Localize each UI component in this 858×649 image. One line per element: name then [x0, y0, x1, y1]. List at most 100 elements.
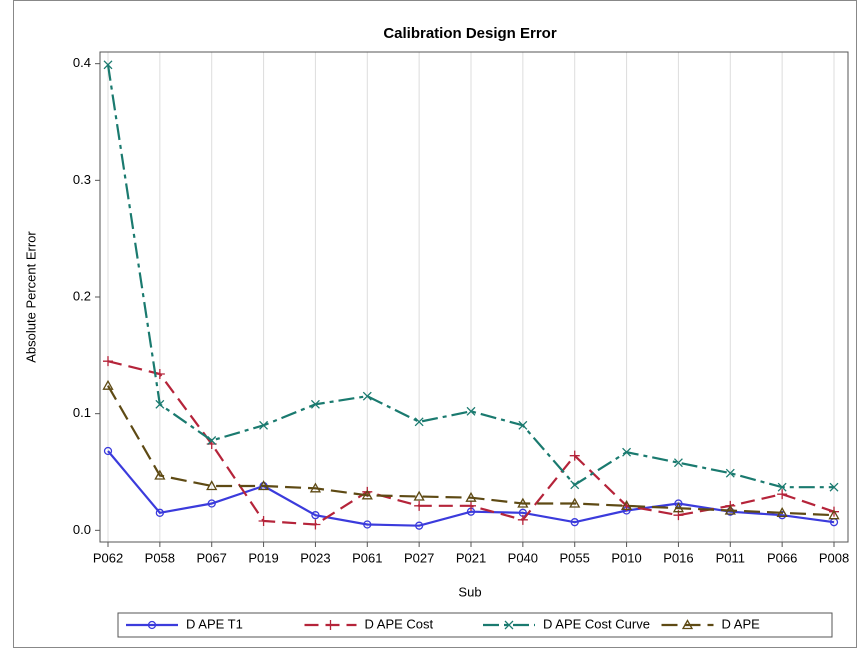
marker [674, 499, 683, 508]
y-tick-label: 0.1 [73, 405, 91, 420]
marker-shape [681, 619, 694, 630]
marker-shape [504, 620, 514, 630]
marker-shape [311, 511, 320, 520]
marker [414, 500, 425, 511]
marker [259, 420, 269, 430]
marker [103, 356, 113, 367]
marker-shape [413, 490, 425, 501]
marker-shape [103, 446, 113, 456]
marker-shape [310, 399, 320, 409]
marker [103, 60, 113, 70]
x-tick-label: P027 [404, 550, 434, 565]
marker [413, 490, 425, 501]
marker [570, 518, 579, 527]
marker-shape [103, 356, 113, 367]
marker-shape [724, 504, 736, 515]
series-line [107, 385, 835, 517]
marker [465, 491, 477, 502]
x-tick-label: P058 [145, 550, 175, 565]
marker [257, 480, 270, 491]
marker-shape [206, 480, 218, 491]
marker [724, 504, 736, 515]
marker-shape [776, 507, 788, 517]
marker-shape [466, 500, 476, 511]
marker [154, 369, 165, 379]
marker [517, 514, 528, 525]
frame [13, 0, 857, 648]
y-tick-label: 0.2 [73, 288, 91, 303]
marker [414, 521, 424, 530]
x-tick-label: P019 [248, 550, 278, 565]
marker [154, 469, 166, 480]
marker-shape [258, 516, 269, 526]
marker [363, 520, 372, 529]
x-axis-label: Sub [458, 584, 481, 599]
marker-shape [259, 420, 269, 430]
marker-shape [829, 482, 839, 492]
marker [466, 500, 476, 511]
marker [504, 620, 514, 630]
marker [570, 480, 580, 490]
marker-shape [257, 480, 270, 491]
marker [518, 420, 528, 430]
x-tick-label: P023 [300, 550, 330, 565]
marker-shape [154, 369, 165, 379]
marker [309, 482, 322, 493]
marker-shape [414, 521, 424, 530]
marker-shape [725, 468, 735, 478]
marker-shape [207, 436, 217, 445]
marker-shape [517, 514, 528, 525]
marker [620, 500, 633, 510]
y-tick-label: 0.0 [73, 522, 91, 537]
x-tick-label: P061 [352, 550, 382, 565]
legend-label: D APE [722, 616, 761, 631]
x-tick-label: P062 [93, 550, 123, 565]
marker-shape [777, 489, 788, 500]
marker-shape [103, 60, 113, 70]
legend-label: D APE Cost Curve [543, 616, 650, 631]
marker-shape [569, 497, 581, 508]
marker [829, 482, 839, 492]
marker [310, 519, 321, 530]
x-tick-label: P067 [197, 550, 227, 565]
marker-shape [155, 508, 165, 517]
y-tick-label: 0.4 [73, 55, 91, 70]
marker-shape [570, 480, 580, 490]
marker [517, 497, 529, 508]
marker-shape [361, 489, 373, 500]
marker-shape [517, 497, 529, 508]
x-tick-label: P008 [819, 550, 849, 565]
marker [414, 417, 424, 427]
marker-shape [363, 520, 372, 529]
x-tick-label: P021 [456, 550, 486, 565]
marker [361, 489, 373, 500]
x-tick-label: P055 [560, 550, 590, 565]
marker-shape [310, 519, 321, 530]
marker [147, 620, 157, 630]
marker-shape [622, 447, 632, 457]
legend-box [117, 612, 833, 638]
legend-label: D APE Cost [365, 616, 434, 631]
marker-shape [325, 620, 336, 630]
marker [310, 399, 320, 409]
marker [725, 468, 735, 478]
marker-shape [673, 458, 683, 468]
marker [103, 446, 113, 456]
marker [681, 619, 694, 630]
marker [672, 502, 685, 513]
marker-shape [154, 469, 166, 480]
marker [207, 436, 217, 445]
marker-shape [570, 518, 579, 527]
marker [776, 507, 788, 517]
marker-shape [414, 417, 424, 427]
marker [155, 399, 165, 409]
marker-shape [155, 399, 165, 409]
marker [155, 508, 165, 517]
y-axis-label: Absolute Percent Error [23, 231, 38, 363]
marker-shape [672, 502, 685, 513]
marker [206, 480, 218, 491]
marker-shape [466, 406, 476, 416]
x-tick-label: P010 [611, 550, 641, 565]
marker [673, 458, 683, 468]
marker [777, 482, 787, 492]
